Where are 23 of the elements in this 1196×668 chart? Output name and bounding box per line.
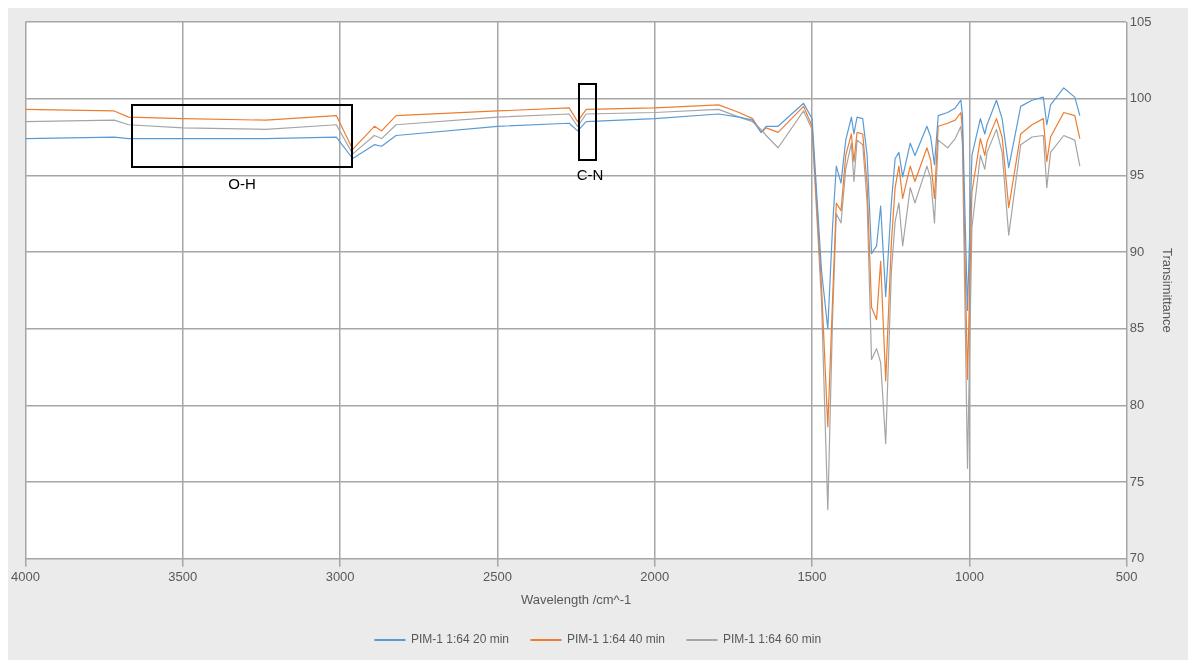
y2-tick-label: 70 — [1129, 550, 1145, 566]
x-tick-label: 1500 — [797, 569, 827, 585]
y2-tick-label: 85 — [1129, 320, 1145, 336]
annotation: O-H — [228, 175, 256, 193]
x-tick-label: 500 — [1115, 569, 1138, 585]
y2-tick-label: 80 — [1129, 397, 1145, 413]
legend-label: PIM-1 1:64 40 min — [566, 632, 666, 647]
y2-axis-title: Transimittance — [1159, 248, 1175, 333]
y2-tick-label: 100 — [1129, 90, 1152, 106]
x-tick-label: 4000 — [11, 569, 40, 585]
legend-label: PIM-1 1:64 60 min — [723, 632, 822, 647]
x-tick-label: 3000 — [325, 569, 355, 585]
x-tick-label: 2000 — [640, 569, 670, 585]
x-tick-label: 2500 — [482, 569, 512, 585]
annotation: C-N — [576, 166, 604, 184]
x-tick-label: 3500 — [168, 569, 198, 585]
y2-tick-label: 95 — [1129, 166, 1145, 182]
y2-tick-label: 90 — [1129, 243, 1145, 259]
y2-tick-label: 75 — [1129, 473, 1145, 489]
x-axis-title: Wavelength /cm^-1 — [520, 591, 632, 607]
legend-label: PIM-1 1:64 20 min — [410, 632, 509, 647]
y2-tick-label: 105 — [1129, 13, 1152, 29]
x-tick-label: 1000 — [954, 569, 984, 585]
